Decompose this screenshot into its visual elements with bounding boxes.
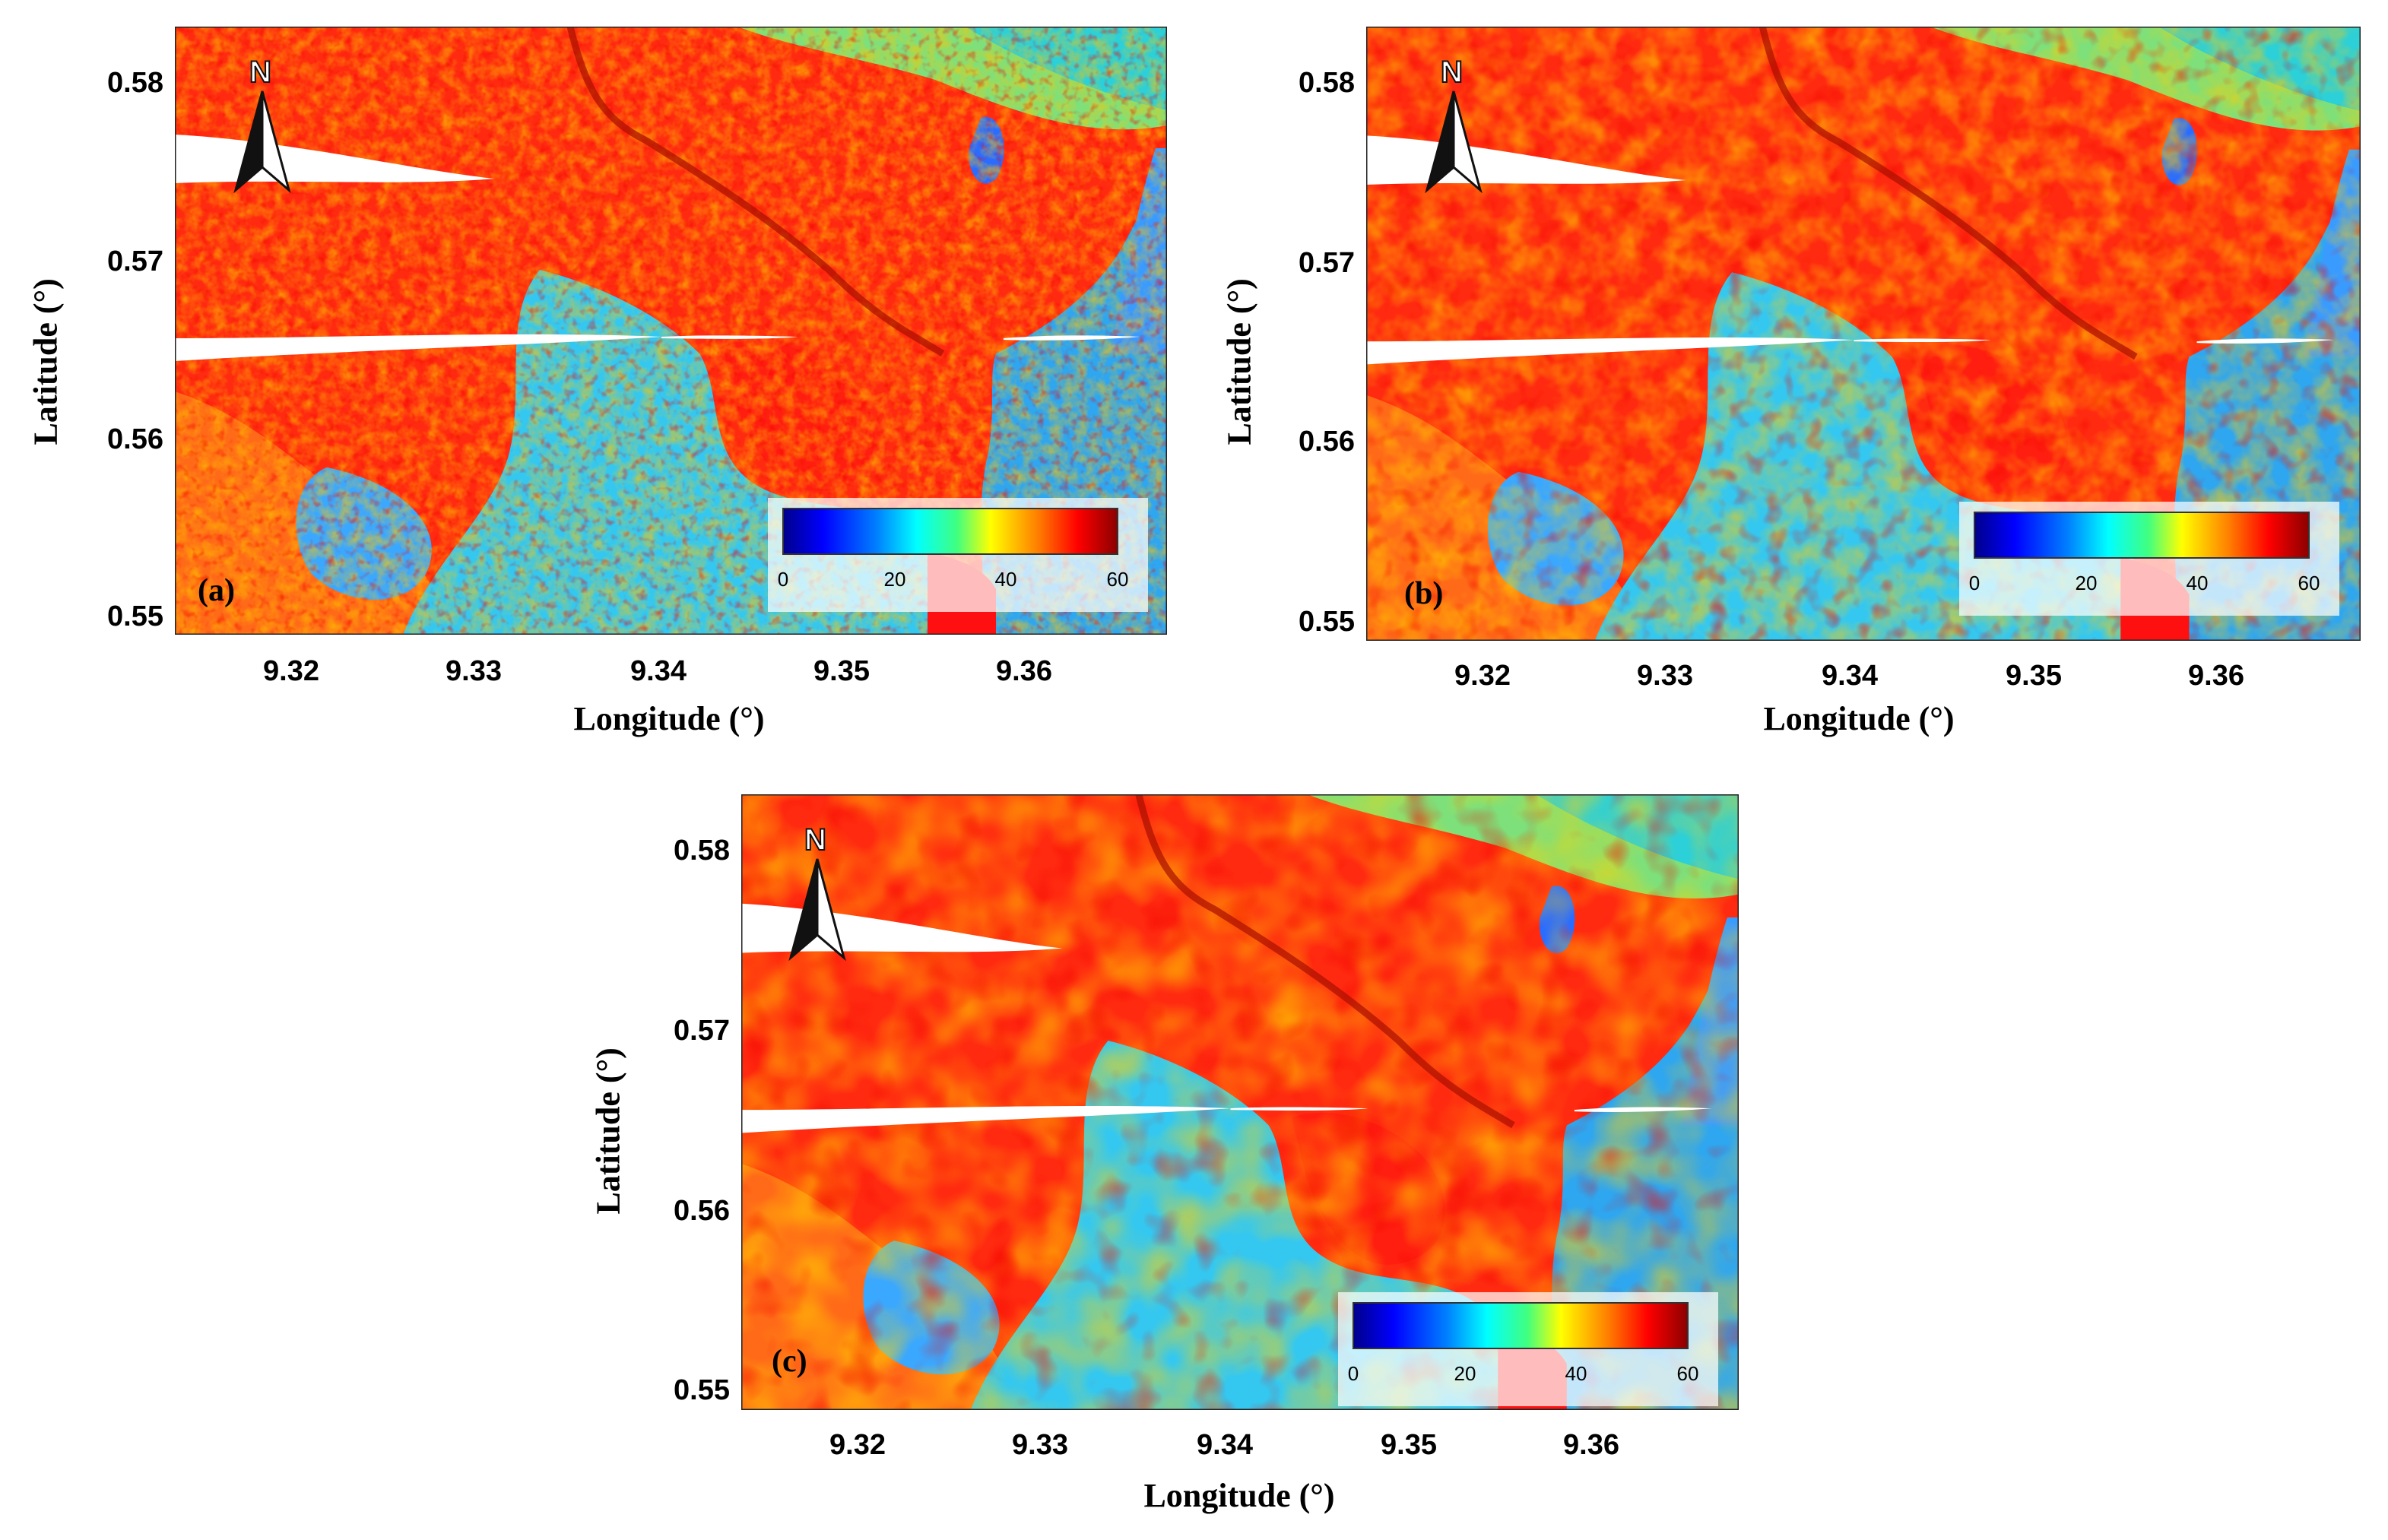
y-tick: 0.58 [674, 835, 730, 867]
colorbar-tick: 40 [994, 568, 1017, 591]
y-tick: 0.57 [107, 246, 163, 277]
x-tick: 9.33 [446, 655, 502, 687]
y-tick: 0.58 [1299, 67, 1355, 99]
colorbar-tick: 40 [2186, 572, 2209, 594]
panel-b: N 0 20 40 60 (b) [1366, 27, 2361, 641]
svg-text:N: N [804, 823, 826, 857]
north-arrow: N [228, 53, 297, 198]
x-tick: 9.36 [2188, 660, 2244, 692]
y-tick: 0.55 [674, 1374, 730, 1406]
panel-label: (c) [772, 1344, 807, 1379]
x-tick: 9.34 [1197, 1429, 1253, 1461]
x-tick: 9.32 [1454, 660, 1511, 692]
x-tick: 9.36 [996, 655, 1052, 687]
y-tick: 0.57 [1299, 247, 1355, 279]
x-tick: 9.33 [1637, 660, 1693, 692]
north-arrow: N [783, 821, 851, 965]
north-arrow: N [1419, 53, 1488, 198]
x-tick: 9.36 [1563, 1429, 1619, 1461]
colorbar-tick: 40 [1565, 1362, 1587, 1385]
y-axis-label: Latitude (°) [589, 1047, 627, 1215]
colorbar-tick: 0 [1347, 1362, 1359, 1385]
colorbar-c: 0 20 40 60 [1338, 1292, 1718, 1406]
map-image-c [741, 794, 1739, 1410]
panel-label: (b) [1404, 576, 1444, 611]
y-tick: 0.56 [674, 1195, 730, 1227]
y-tick: 0.55 [107, 600, 163, 632]
x-tick: 9.32 [829, 1429, 886, 1461]
panel-label: (a) [198, 573, 235, 608]
map-image-a [175, 27, 1167, 635]
svg-text:N: N [1441, 55, 1463, 89]
panel-c: N 0 20 40 60 (c) [741, 794, 1739, 1410]
x-tick: 9.32 [263, 655, 319, 687]
panel-a: N 0 20 40 60 (a) [175, 27, 1167, 635]
y-axis-label: Latitude (°) [27, 278, 65, 445]
y-tick: 0.58 [107, 67, 163, 99]
y-tick: 0.57 [674, 1015, 730, 1047]
svg-text:N: N [249, 55, 271, 89]
y-axis-label: Latitude (°) [1220, 278, 1258, 445]
colorbar-tick: 20 [883, 568, 906, 591]
x-tick: 9.35 [813, 655, 870, 687]
x-tick: 9.35 [1381, 1429, 1437, 1461]
colorbar-tick: 20 [2075, 572, 2098, 594]
y-tick: 0.56 [1299, 426, 1355, 458]
y-tick: 0.55 [1299, 606, 1355, 638]
x-axis-label: Longitude (°) [1763, 700, 1955, 737]
x-tick: 9.35 [2006, 660, 2062, 692]
colorbar-tick: 60 [2298, 572, 2320, 594]
x-axis-label: Longitude (°) [1143, 1477, 1335, 1514]
colorbar-tick: 60 [1676, 1362, 1699, 1385]
colorbar-tick: 60 [1106, 568, 1129, 591]
x-tick: 9.33 [1012, 1429, 1068, 1461]
colorbar-tick: 0 [1968, 572, 1980, 594]
x-tick: 9.34 [630, 655, 687, 687]
colorbar-tick: 0 [777, 568, 789, 591]
colorbar-b: 0 20 40 60 [1959, 502, 2339, 616]
y-tick: 0.56 [107, 423, 163, 455]
x-axis-label: Longitude (°) [573, 700, 765, 737]
colorbar-a: 0 20 40 60 [768, 498, 1148, 612]
colorbar-tick: 20 [1454, 1362, 1476, 1385]
x-tick: 9.34 [1822, 660, 1878, 692]
